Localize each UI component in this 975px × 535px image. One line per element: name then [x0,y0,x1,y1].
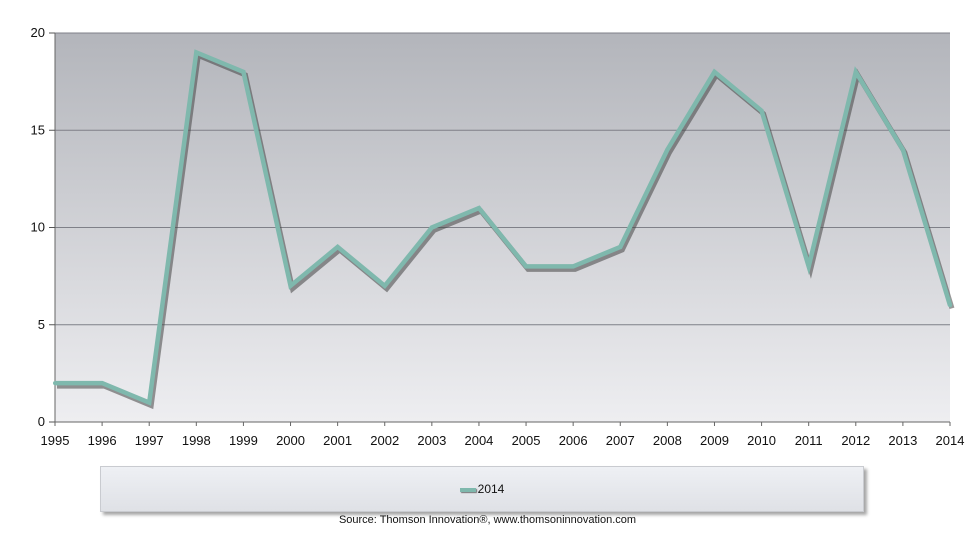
y-tick-label-0: 0 [38,414,45,429]
x-tick-label-2010: 2010 [747,433,776,448]
x-tick-label-2006: 2006 [559,433,588,448]
legend: 2014 [100,466,864,512]
data-point-2000[interactable] [288,283,293,288]
data-point-2007[interactable] [618,244,623,249]
y-tick-label-15: 15 [31,122,45,137]
data-point-2013[interactable] [900,147,905,152]
line-chart: 0 5 10 15 20 1995 1996 1997 1998 1999 2000 2001 200… [31,25,965,448]
data-point-2010[interactable] [759,108,764,113]
source-note: Source: Thomson Innovation®, www.thomson… [338,514,637,526]
data-point-1995[interactable] [53,381,57,386]
x-tick-label-2012: 2012 [841,433,870,448]
x-tick-label-1999: 1999 [229,433,258,448]
legend-item[interactable]: 2014 [101,482,863,496]
x-tick-label-2009: 2009 [700,433,729,448]
data-point-2003[interactable] [429,225,434,230]
data-point-1999[interactable] [241,69,246,74]
y-axis-ticks: 0 5 10 15 20 [31,25,55,429]
x-tick-label-2000: 2000 [276,433,305,448]
x-tick-label-2011: 2011 [795,433,823,448]
x-tick-label-1997: 1997 [135,433,164,448]
y-tick-label-10: 10 [31,220,45,235]
data-point-1996[interactable] [100,381,105,386]
x-tick-label-1995: 1995 [41,433,70,448]
x-axis-ticks: 1995 1996 1997 1998 1999 2000 2001 2002 2003 2004… [41,422,965,448]
data-point-2002[interactable] [382,283,387,288]
data-point-2004[interactable] [476,206,481,211]
data-point-2006[interactable] [571,264,576,269]
data-point-2001[interactable] [335,244,340,249]
x-tick-label-2005: 2005 [512,433,541,448]
data-point-1997[interactable] [147,400,152,405]
x-tick-label-2004: 2004 [464,433,493,448]
x-tick-label-1998: 1998 [182,433,211,448]
x-tick-label-2008: 2008 [653,433,682,448]
grid-lines [55,32,950,326]
data-point-2011[interactable] [806,264,811,269]
data-point-2012[interactable] [853,69,858,74]
x-tick-label-2002: 2002 [370,433,399,448]
legend-swatch [459,487,476,492]
data-point-2009[interactable] [712,69,717,74]
series-layer [53,49,955,410]
data-point-2008[interactable] [665,147,670,152]
data-point-2014[interactable] [948,303,952,308]
data-point-2005[interactable] [524,264,529,269]
data-point-1998[interactable] [194,50,199,55]
x-tick-label-2014: 2014 [936,433,965,448]
legend-label: 2014 [477,482,505,496]
x-tick-label-1996: 1996 [88,433,117,448]
x-tick-label-2003: 2003 [417,433,446,448]
x-tick-label-2007: 2007 [606,433,635,448]
y-tick-label-5: 5 [38,317,45,332]
y-tick-label-20: 20 [31,25,45,40]
series-line-0[interactable] [55,49,953,406]
x-tick-label-2013: 2013 [888,433,917,448]
x-tick-label-2001: 2001 [323,433,352,448]
